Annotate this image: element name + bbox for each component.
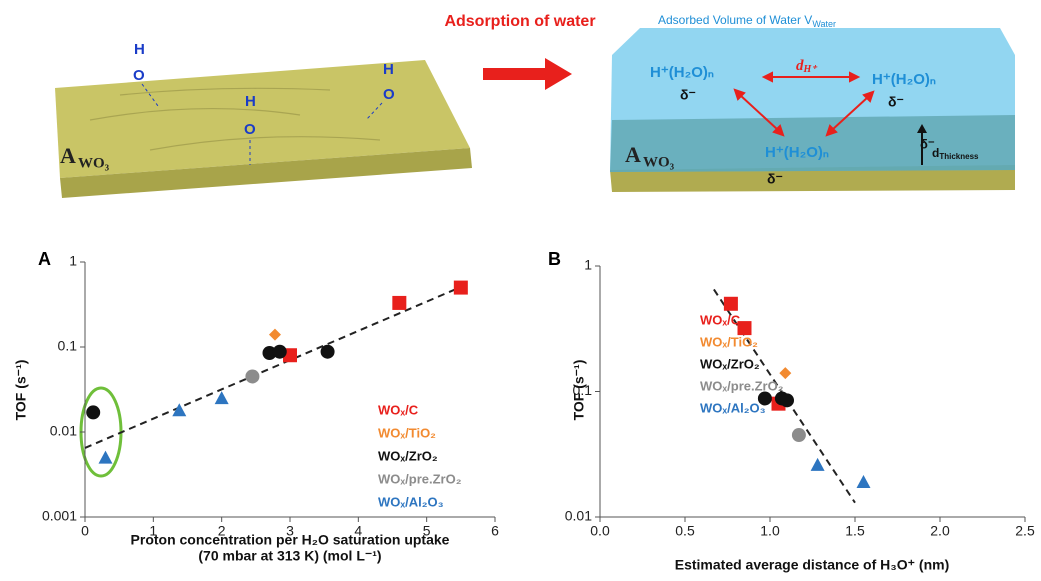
- marker: [273, 345, 287, 359]
- marker: [99, 451, 113, 464]
- marker: [269, 329, 281, 341]
- x-tick-label: 0.5: [675, 523, 695, 539]
- atom-o: O: [244, 121, 256, 138]
- x-tick-label: 1.5: [845, 523, 865, 539]
- marker: [215, 391, 229, 404]
- support-label: A: [625, 142, 641, 167]
- legend-entry: WOₓ/pre.ZrO₂: [700, 378, 784, 393]
- panel-label: A: [38, 249, 51, 269]
- y-tick-label: 0.01: [565, 508, 592, 524]
- marker: [245, 369, 259, 383]
- hydronium: H⁺(H₂O)ₙ: [650, 64, 714, 81]
- marker: [811, 458, 825, 471]
- y-tick-label: 1: [584, 257, 592, 273]
- x-tick-label: 2.0: [930, 523, 950, 539]
- marker: [321, 345, 335, 359]
- thickness-main: d: [932, 146, 939, 160]
- marker: [779, 367, 791, 379]
- x-tick-label: 0: [81, 523, 89, 539]
- thickness-sub: Thickness: [939, 152, 979, 161]
- delta: δ⁻: [888, 94, 904, 110]
- support-label: A: [60, 143, 76, 168]
- x-tick-label: 2.5: [1015, 523, 1035, 539]
- x-axis-label: Estimated average distance of H₃O⁺ (nm): [675, 557, 950, 573]
- marker: [780, 393, 794, 407]
- arrow-label: Adsorption of water: [444, 13, 595, 30]
- y-tick-label: 1: [69, 253, 77, 269]
- legend-entry: WOₓ/TiO₂: [378, 425, 436, 440]
- legend-entry: WOₓ/ZrO₂: [378, 448, 438, 463]
- y-axis-label: TOF (s⁻¹): [13, 360, 29, 421]
- marker: [86, 405, 100, 419]
- legend-entry: WOₓ/Al₂O₃: [378, 494, 444, 509]
- hydronium: H⁺(H₂O)ₙ: [765, 144, 829, 161]
- x-axis-label: (70 mbar at 313 K) (mol L⁻¹): [198, 548, 381, 564]
- x-tick-label: 6: [491, 523, 499, 539]
- legend-entry: WOₓ/pre.ZrO₂: [378, 471, 462, 486]
- atom-h: H: [383, 61, 394, 78]
- volume-text: Adsorbed Volume of Water V: [658, 13, 812, 27]
- hydronium: H⁺(H₂O)ₙ: [872, 71, 936, 88]
- y-tick-label: 0.01: [50, 423, 77, 439]
- volume-label: Adsorbed Volume of Water VWater: [658, 13, 836, 29]
- distance-sub: H⁺: [803, 64, 819, 75]
- atom-h: H: [245, 93, 256, 110]
- legend-entry: WOₓ/C: [378, 402, 419, 417]
- delta: δ⁻: [680, 87, 696, 103]
- support-sub: WO₃: [78, 155, 110, 171]
- x-tick-label: 1.0: [760, 523, 780, 539]
- atom-h: H: [134, 41, 145, 58]
- y-tick-label: 0.001: [42, 508, 77, 524]
- panel-label: B: [548, 249, 561, 269]
- atom-o: O: [383, 86, 395, 103]
- arrow: [483, 58, 572, 90]
- legend-entry: WOₓ/ZrO₂: [700, 356, 760, 371]
- legend-entry: WOₓ/TiO₂: [700, 334, 758, 349]
- x-axis-label: Proton concentration per H₂O saturation …: [131, 532, 450, 548]
- support-sub: WO₃: [643, 154, 675, 170]
- y-tick-label: 0.1: [58, 338, 78, 354]
- marker: [857, 475, 871, 488]
- volume-sub: Water: [812, 19, 836, 29]
- marker: [724, 297, 738, 311]
- x-tick-label: 0.0: [590, 523, 610, 539]
- marker: [792, 428, 806, 442]
- marker: [454, 281, 468, 295]
- marker: [392, 296, 406, 310]
- trend-line: [85, 284, 468, 448]
- atom-o: O: [133, 67, 145, 84]
- figure: A WO₃ H O H O H O Adsorption of water Ad…: [0, 0, 1041, 581]
- y-axis-label: TOF (s⁻¹): [571, 360, 587, 421]
- delta: δ⁻: [767, 171, 783, 187]
- legend-entry: WOₓ/Al₂O₃: [700, 400, 766, 415]
- legend-entry: WOₓ/C: [700, 312, 741, 327]
